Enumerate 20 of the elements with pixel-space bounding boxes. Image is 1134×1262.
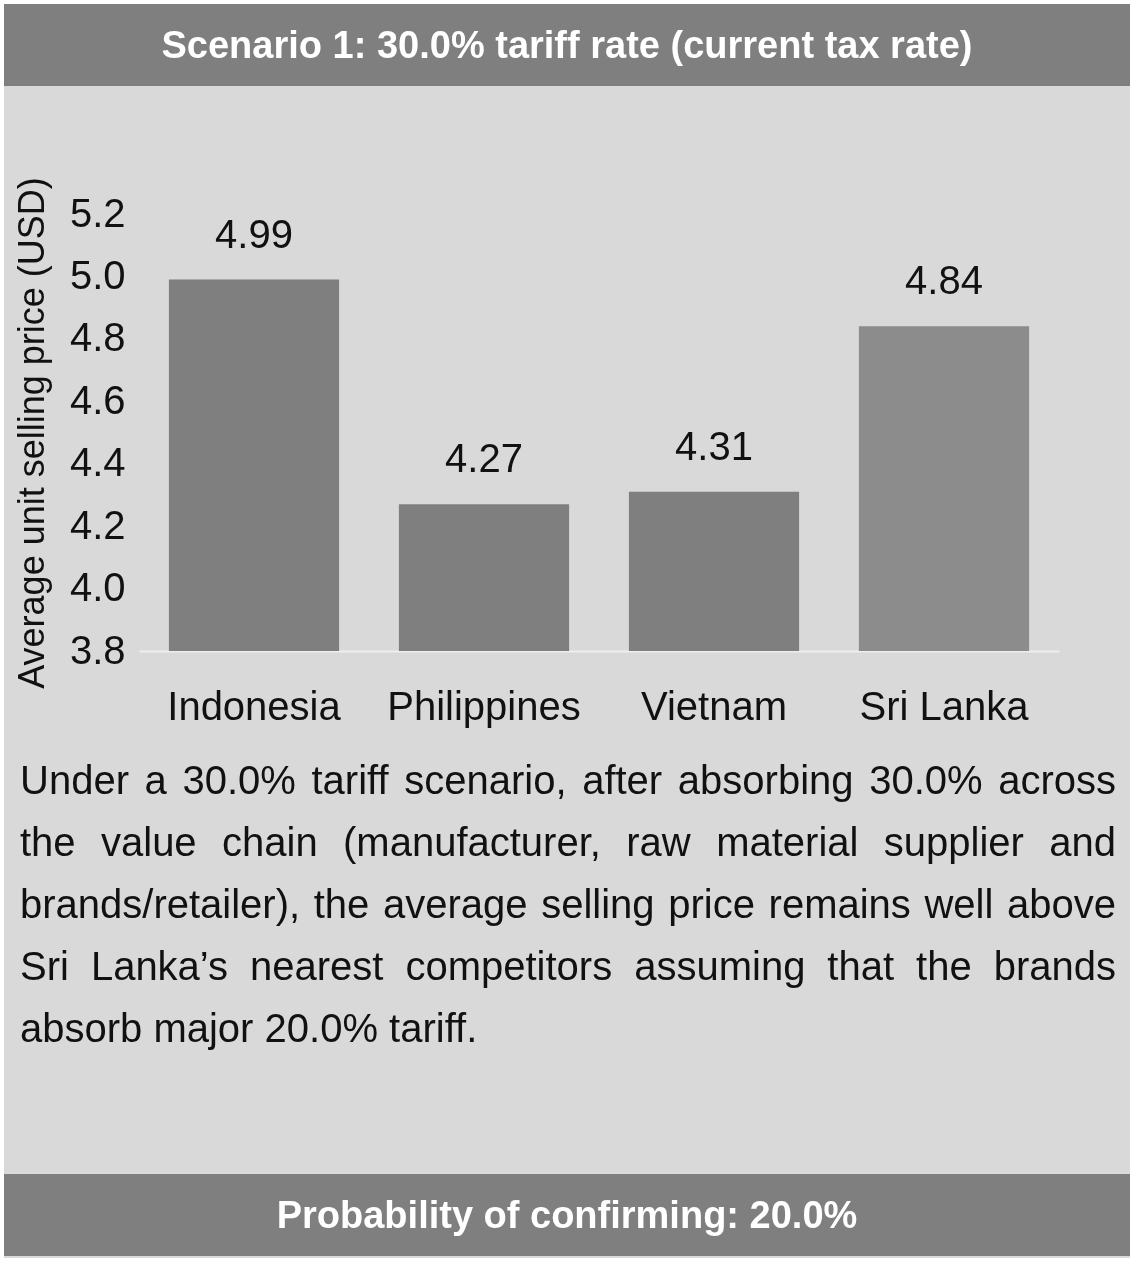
y-tick-label: 3.8 bbox=[69, 627, 126, 672]
y-tick-label: 4.6 bbox=[69, 377, 126, 422]
data-label: 4.84 bbox=[905, 258, 983, 303]
y-tick-label: 5.0 bbox=[69, 252, 126, 297]
text: Probability of confirming: 20.0% bbox=[4, 1174, 1130, 1256]
y-axis-title: Average unit selling price (USD) bbox=[10, 177, 52, 689]
y-tick-label: 4.2 bbox=[69, 502, 126, 547]
chart-title: Scenario 1: 30.0% tariff rate (current tax rate) bbox=[4, 4, 1130, 86]
text: Under a 30.0% tariff scenario, after absorbing 30.0% across the value chain (manufacturer, raw material supplier and brands/retailer), the average selling price remains well above Sri Lanka’s nearest competitors assuming that the brands absorb major 20.0% tariff. bbox=[19, 757, 1117, 1052]
x-tick-label: Vietnam bbox=[640, 683, 788, 728]
data-label: 4.31 bbox=[675, 423, 753, 468]
data-label: 4.27 bbox=[445, 436, 523, 481]
data-label: 4.99 bbox=[215, 211, 293, 256]
x-tick-label: Sri Lanka bbox=[859, 683, 1030, 728]
y-tick-label: 5.2 bbox=[69, 190, 126, 235]
y-tick-label: 4.0 bbox=[69, 565, 126, 610]
y-tick-label: 4.8 bbox=[69, 315, 126, 360]
y-tick-label: 4.4 bbox=[69, 440, 126, 485]
x-tick-label: Indonesia bbox=[167, 683, 342, 728]
x-tick-label: Philippines bbox=[387, 683, 581, 728]
